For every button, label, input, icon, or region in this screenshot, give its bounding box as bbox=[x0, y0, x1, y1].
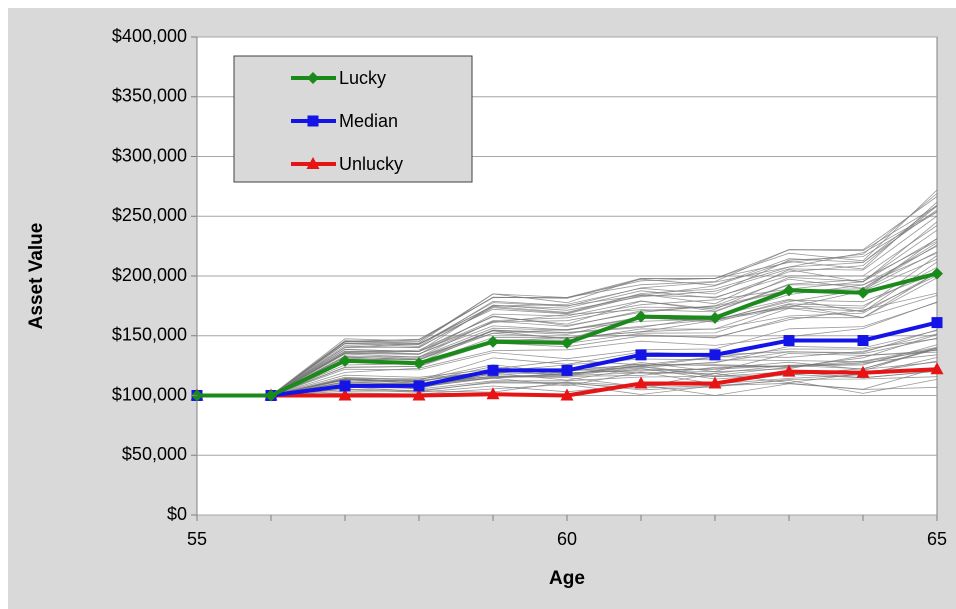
y-tick-label: $0 bbox=[167, 504, 187, 524]
simulation-path bbox=[197, 302, 938, 396]
simulation-path bbox=[197, 301, 938, 396]
gridlines bbox=[197, 36, 937, 516]
data-point-lucky bbox=[783, 284, 795, 297]
simulation-path bbox=[197, 245, 938, 396]
legend-label-unlucky: Unlucky bbox=[339, 154, 403, 174]
data-point-lucky bbox=[265, 389, 277, 402]
legend-marker-median bbox=[307, 115, 319, 127]
data-point-unlucky bbox=[782, 364, 796, 377]
x-tick-label: 65 bbox=[927, 529, 947, 549]
legend-label-lucky: Lucky bbox=[339, 68, 386, 88]
legend-item-lucky: Lucky bbox=[291, 68, 386, 88]
y-tick-label: $350,000 bbox=[112, 86, 187, 106]
data-point-median bbox=[635, 349, 647, 361]
simulation-path bbox=[197, 205, 938, 396]
y-axis-ticks: $0 $50,000 $100,000 $150,000 $200,000 $250,00… bbox=[112, 26, 197, 524]
data-point-lucky bbox=[561, 336, 573, 349]
data-point-lucky bbox=[857, 286, 869, 299]
y-tick-label: $250,000 bbox=[112, 205, 187, 225]
legend-marker-lucky bbox=[307, 72, 319, 84]
data-point-lucky bbox=[709, 311, 721, 324]
data-point-median bbox=[487, 364, 499, 376]
data-point-unlucky bbox=[486, 387, 500, 400]
data-point-median bbox=[857, 335, 869, 347]
y-tick-label: $200,000 bbox=[112, 265, 187, 285]
simulation-path bbox=[197, 251, 938, 396]
x-tick-label: 60 bbox=[557, 529, 577, 549]
data-point-lucky bbox=[339, 354, 351, 367]
simulation-path bbox=[197, 333, 938, 396]
data-point-unlucky bbox=[856, 365, 870, 378]
data-point-lucky bbox=[487, 335, 499, 348]
y-tick-label: $150,000 bbox=[112, 325, 187, 345]
series-layer bbox=[190, 267, 944, 402]
simulation-path bbox=[197, 193, 938, 396]
simulation-path bbox=[197, 209, 938, 396]
simulation-path bbox=[197, 261, 938, 396]
data-point-lucky bbox=[413, 357, 425, 370]
data-point-median bbox=[783, 335, 795, 347]
legend-box bbox=[233, 55, 473, 183]
data-point-unlucky bbox=[412, 388, 426, 401]
legend-item-unlucky: Unlucky bbox=[291, 154, 403, 174]
chart-frame: $0 $50,000 $100,000 $150,000 $200,000 $250,00… bbox=[8, 8, 956, 609]
data-point-median bbox=[931, 317, 943, 329]
simulation-path bbox=[197, 238, 938, 396]
data-point-median bbox=[339, 380, 351, 392]
data-point-unlucky bbox=[708, 376, 722, 389]
x-axis-title: Age bbox=[549, 568, 585, 589]
x-tick-label: 55 bbox=[187, 529, 207, 549]
data-point-lucky bbox=[931, 267, 943, 280]
data-point-unlucky bbox=[930, 362, 944, 375]
y-axis-title: Asset Value bbox=[26, 223, 47, 330]
line-chart: $0 $50,000 $100,000 $150,000 $200,000 $250,00… bbox=[26, 26, 947, 589]
simulation-path bbox=[197, 225, 938, 396]
data-point-median bbox=[413, 380, 425, 392]
y-tick-label: $300,000 bbox=[112, 145, 187, 165]
data-point-unlucky bbox=[560, 388, 574, 401]
y-tick-label: $50,000 bbox=[122, 444, 187, 464]
legend-item-median: Median bbox=[291, 111, 398, 131]
legend: Lucky Median Unlucky bbox=[233, 55, 473, 183]
data-point-unlucky bbox=[634, 376, 648, 389]
simulation-path bbox=[197, 349, 938, 396]
simulation-path bbox=[197, 370, 938, 396]
series-lucky bbox=[191, 267, 943, 402]
data-point-median bbox=[709, 349, 721, 361]
data-point-lucky bbox=[635, 310, 647, 323]
y-tick-label: $100,000 bbox=[112, 384, 187, 404]
data-point-median bbox=[561, 364, 573, 376]
legend-label-median: Median bbox=[339, 111, 398, 131]
y-tick-label: $400,000 bbox=[112, 26, 187, 46]
data-point-unlucky bbox=[338, 388, 352, 401]
x-axis-ticks: 55 60 65 bbox=[187, 515, 947, 549]
legend-marker-unlucky bbox=[306, 157, 320, 169]
